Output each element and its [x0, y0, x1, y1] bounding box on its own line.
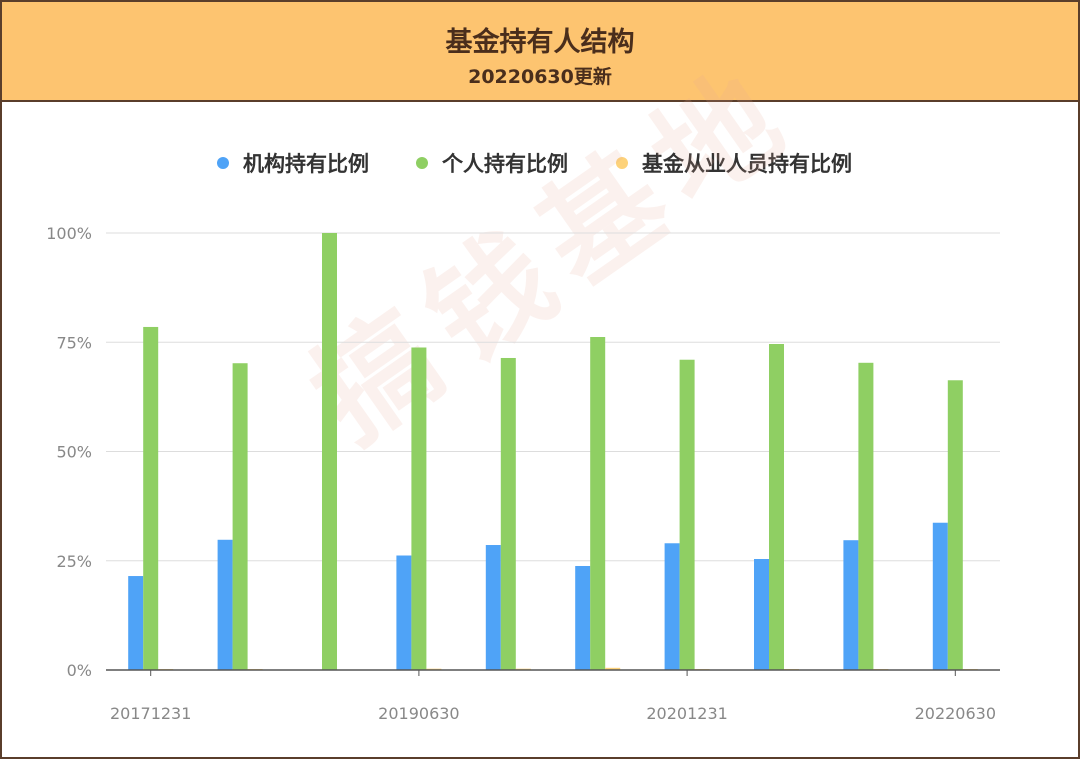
- bar-institution: [575, 565, 591, 670]
- x-tick-label: 20190630: [378, 704, 459, 723]
- legend-dot-individual: [416, 157, 428, 169]
- bar-individual: [500, 357, 516, 670]
- y-tick-label: 75%: [56, 333, 92, 352]
- legend-label-staff: 基金从业人员持有比例: [642, 152, 852, 176]
- bar-individual: [590, 337, 606, 670]
- bar-institution: [843, 540, 859, 670]
- header-banner: 基金持有人结构 20220630更新: [2, 2, 1078, 102]
- bar-institution: [485, 545, 501, 670]
- x-tick-label: 20201231: [646, 704, 727, 723]
- legend-item-staff[interactable]: 基金从业人员持有比例: [616, 147, 852, 179]
- y-tick-label: 50%: [56, 443, 92, 462]
- bar-staff: [605, 667, 621, 670]
- legend-label-individual: 个人持有比例: [442, 152, 568, 176]
- x-tick-label: 20171231: [110, 704, 191, 723]
- bar-institution: [754, 559, 769, 670]
- legend-dot-staff: [616, 157, 628, 169]
- bar-individual: [679, 359, 695, 670]
- page-subtitle: 20220630更新: [468, 66, 612, 88]
- legend-dot-institution: [217, 157, 229, 169]
- legend-label-institution: 机构持有比例: [243, 152, 369, 176]
- y-tick-label: 100%: [46, 224, 92, 243]
- bar-institution: [396, 555, 412, 670]
- legend-item-institution[interactable]: 机构持有比例: [217, 147, 369, 179]
- bar-individual: [947, 380, 963, 670]
- bar-institution: [932, 522, 948, 670]
- bar-individual: [322, 233, 337, 670]
- bar-individual: [858, 362, 874, 670]
- bar-individual: [411, 347, 427, 670]
- bar-institution: [664, 543, 680, 670]
- bar-individual: [769, 343, 784, 670]
- chart-legend: 机构持有比例 个人持有比例 基金从业人员持有比例: [2, 147, 1078, 179]
- legend-item-individual[interactable]: 个人持有比例: [416, 147, 568, 179]
- bar-individual: [232, 363, 248, 670]
- bar-institution: [217, 539, 233, 670]
- bar-individual: [143, 326, 159, 670]
- page-title: 基金持有人结构: [445, 27, 635, 58]
- y-tick-label: 0%: [67, 661, 92, 680]
- y-tick-label: 25%: [56, 552, 92, 571]
- x-tick-label: 20220630: [915, 704, 996, 723]
- bar-institution: [128, 576, 144, 670]
